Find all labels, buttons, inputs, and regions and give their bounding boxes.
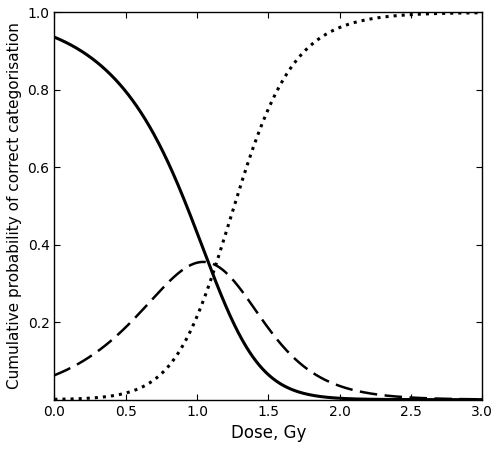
Y-axis label: Cumulative probability of correct categorisation: Cumulative probability of correct catego… [7,22,22,389]
X-axis label: Dose, Gy: Dose, Gy [230,424,306,442]
